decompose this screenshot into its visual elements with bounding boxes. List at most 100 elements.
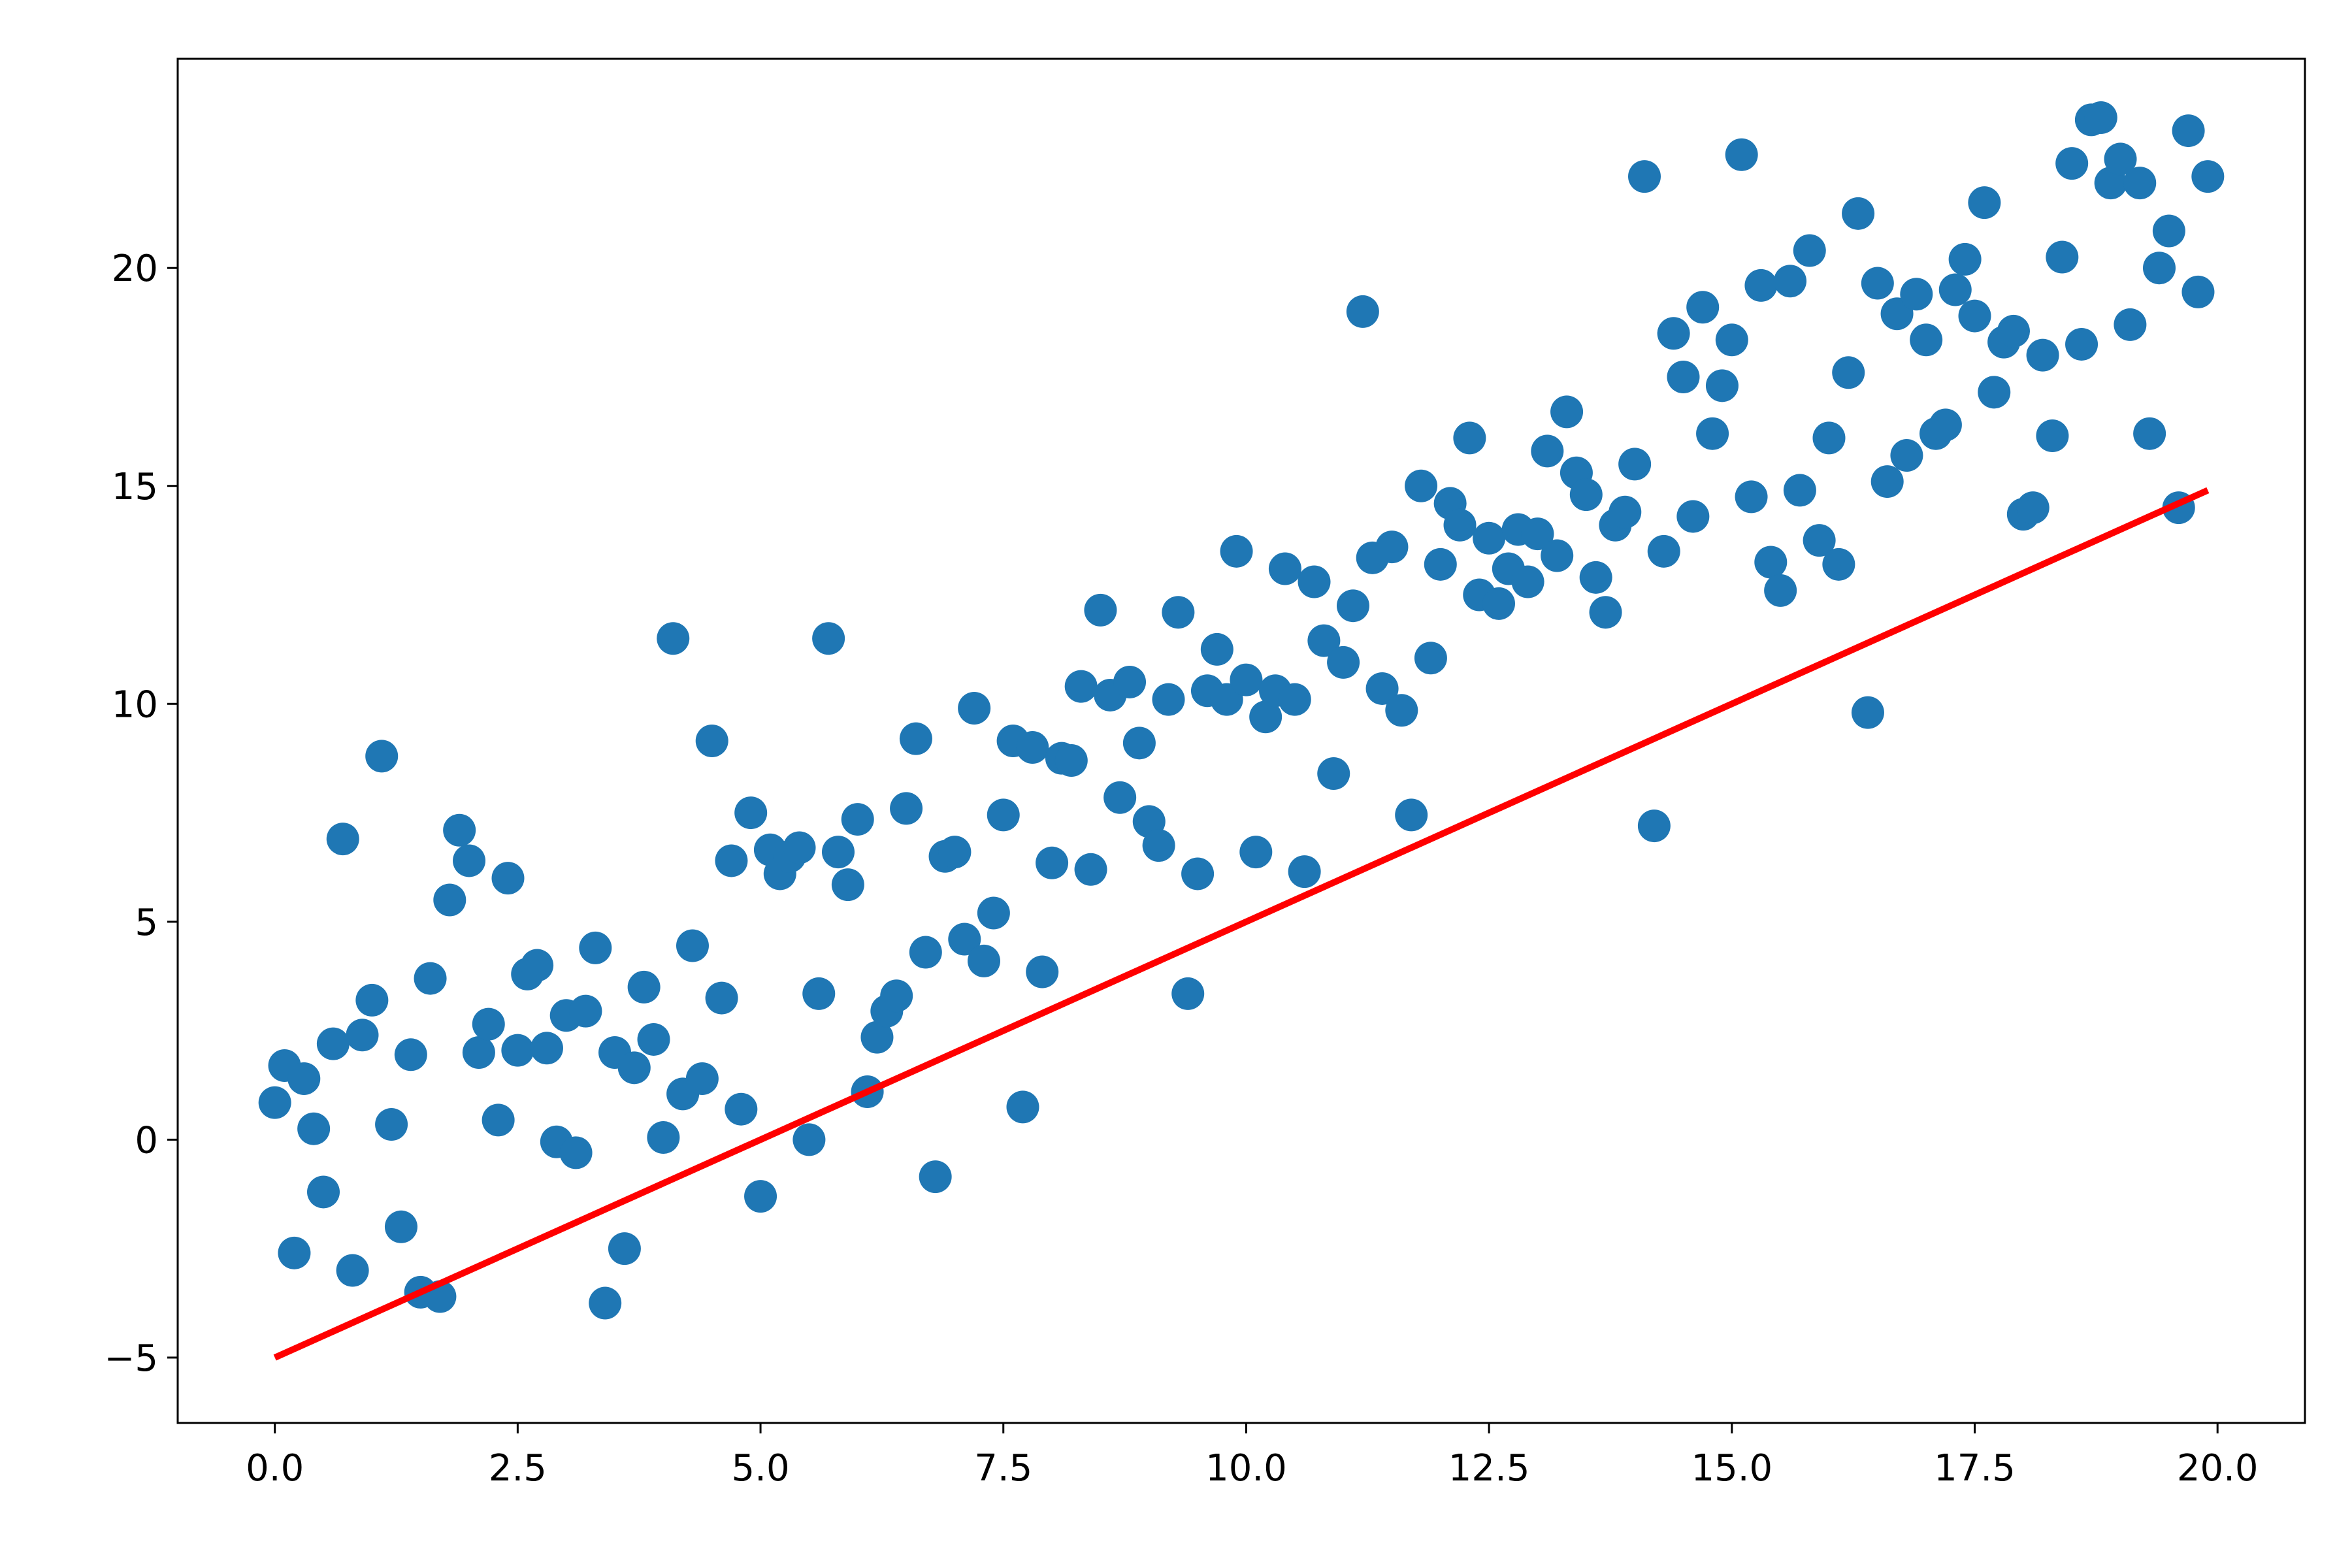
scatter-point (2084, 101, 2117, 135)
scatter-point (2133, 417, 2166, 450)
scatter-point (501, 1034, 534, 1067)
scatter-point (1113, 665, 1147, 698)
scatter-point (2114, 308, 2147, 341)
scatter-point (1220, 534, 1253, 568)
scatter-point (2104, 142, 2137, 176)
scatter-point (1230, 663, 1263, 696)
scatter-point (1609, 495, 1642, 529)
scatter-point (1473, 521, 1506, 555)
x-tick-label: 5.0 (732, 1447, 790, 1490)
fit-line-group (273, 487, 2210, 1361)
scatter-point (1705, 369, 1739, 402)
scatter-point (617, 1051, 651, 1085)
scatter-point (2191, 160, 2225, 193)
x-tick-label: 20.0 (2177, 1447, 2259, 1490)
scatter-point (589, 1286, 622, 1320)
scatter-point (2123, 167, 2157, 200)
scatter-point (1744, 269, 1778, 302)
scatter-point (462, 1036, 495, 1069)
scatter-point (1414, 642, 1447, 675)
scatter-point (297, 1112, 331, 1145)
scatter-point (287, 1062, 321, 1095)
scatter-point (1365, 672, 1399, 705)
scatter-point (453, 844, 486, 877)
scatter-point (1715, 323, 1748, 357)
y-tick-label: 15 (112, 466, 158, 508)
scatter-point (647, 1121, 680, 1154)
scatter-point (958, 691, 991, 725)
scatter-point (1997, 314, 2030, 348)
scatter-point (1346, 295, 1379, 328)
scatter-point (608, 1232, 641, 1266)
scatter-point (1774, 265, 1807, 298)
scatter-point (1667, 360, 1700, 393)
scatter-point (1851, 696, 1884, 729)
scatter-point (812, 622, 845, 655)
scatter-point (1395, 798, 1428, 832)
scatter-point (783, 831, 816, 864)
scatter-point (1317, 757, 1350, 791)
scatter-point (1948, 242, 1982, 276)
scatter-point (1929, 408, 1962, 442)
plot-frame (176, 57, 2306, 1424)
scatter-point (1832, 356, 1865, 389)
scatter-point (1298, 565, 1331, 598)
scatter-point (1171, 977, 1205, 1010)
scatter-point (1890, 439, 1923, 472)
scatter-point (1278, 683, 1311, 716)
scatter-point (1676, 500, 1710, 533)
scatter-point (443, 813, 476, 847)
scatter-point (1200, 632, 1233, 666)
scatter-point (676, 929, 709, 962)
scatter-point (579, 931, 612, 964)
scatter-point (1453, 421, 1486, 455)
scatter-point (559, 1136, 593, 1169)
scatter-point (1142, 829, 1175, 862)
scatter-point (2181, 275, 2215, 308)
x-tick-label: 0.0 (246, 1447, 304, 1490)
scatter-point (1327, 645, 1360, 679)
scatter-point (336, 1254, 369, 1287)
scatter-point (987, 798, 1020, 832)
x-axis: 0.0 2.5 5.0 7.5 10.0 12.5 15.0 17.5 20.0 (246, 1423, 2259, 1490)
scatter-point (1647, 534, 1680, 568)
scatter-point (1686, 291, 1720, 324)
scatter-point (1870, 465, 1904, 498)
scatter-point (1521, 517, 1554, 551)
scatter-point (1026, 955, 1059, 988)
scatter-point (1822, 547, 1855, 581)
scatter-point (1036, 846, 1069, 879)
scatter-point (1385, 694, 1418, 727)
scatter-point (2036, 419, 2069, 453)
scatter-point (1735, 480, 1768, 514)
scatter-point (919, 1160, 952, 1194)
y-tick-label: 20 (112, 248, 158, 290)
scatter-point (384, 1210, 417, 1243)
scatter-point (705, 981, 738, 1015)
scatter-point (1006, 1090, 1039, 1124)
y-tick-label: −5 (104, 1337, 158, 1380)
scatter-point (278, 1236, 311, 1269)
scatter-point (1482, 587, 1515, 620)
scatter-point (1900, 278, 1933, 311)
scatter-point (1793, 234, 1826, 267)
scatter-point (1812, 421, 1846, 455)
x-tick-label: 12.5 (1448, 1447, 1530, 1490)
scatter-point (1764, 574, 1797, 607)
scatter-point (637, 1022, 670, 1056)
scatter-point (860, 1021, 894, 1054)
scatter-point (1579, 561, 1612, 594)
scatter-point (433, 883, 466, 917)
scatter-point (346, 1019, 379, 1052)
scatter-point (472, 1007, 505, 1041)
y-tick-label: 0 (135, 1119, 158, 1162)
scatter-point (307, 1175, 340, 1209)
scatter-point (1239, 836, 1273, 869)
scatter-point (1375, 531, 1409, 564)
scatter-point (1122, 727, 1156, 760)
scatter-point (744, 1180, 777, 1213)
scatter-point (482, 1103, 515, 1137)
scatter-point (2026, 338, 2059, 372)
scatter-point (414, 962, 447, 995)
